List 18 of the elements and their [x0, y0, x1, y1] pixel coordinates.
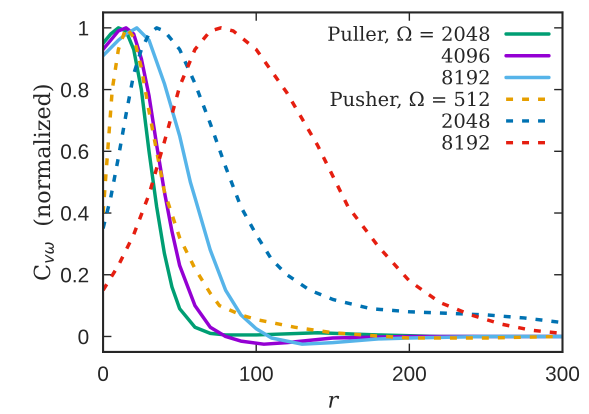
- legend-label: Puller, Ω = 2048: [328, 26, 490, 44]
- x-tick-label: 100: [240, 366, 273, 382]
- y-tick-label: 0.6: [61, 144, 88, 160]
- legend-label: 8192: [442, 135, 489, 150]
- y-tick-label: 0.8: [61, 82, 88, 98]
- legend-label: 4096: [442, 48, 490, 63]
- legend-label: 8192: [442, 70, 489, 85]
- y-tick-label: 0.4: [61, 206, 89, 221]
- legend-label: 2048: [442, 113, 490, 128]
- legend-label: Pusher, Ω = 512: [330, 91, 489, 109]
- y-tick-label: 1: [79, 21, 88, 36]
- x-tick-label: 0: [98, 366, 108, 382]
- y-tick-label: 0: [78, 329, 88, 344]
- y-axis-title: C$_{vω}$ (normalized): [33, 85, 54, 280]
- x-tick-label: 300: [546, 366, 580, 382]
- y-tick-label: 0.2: [61, 268, 88, 282]
- x-tick-label: 200: [393, 366, 426, 382]
- x-axis-title: r: [329, 396, 340, 408]
